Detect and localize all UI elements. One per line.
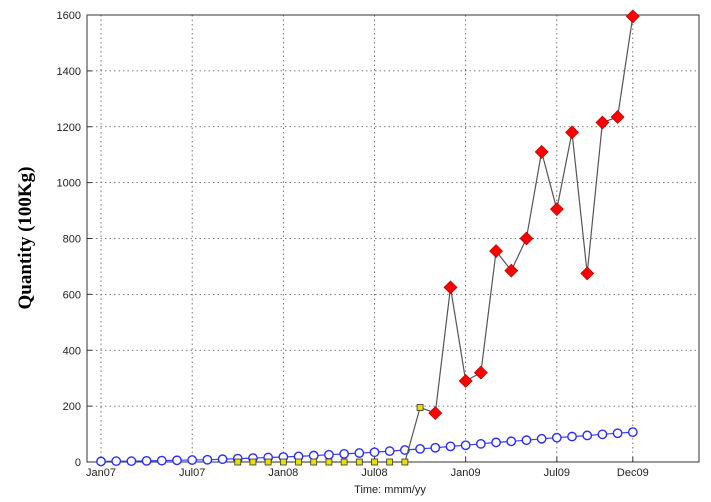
- data-point-circle: [202, 454, 213, 465]
- data-point-circle: [141, 455, 152, 466]
- data-point-circle: [156, 455, 167, 466]
- data-point-circle: [111, 456, 122, 467]
- x-tick-label: Jul07: [179, 467, 205, 479]
- data-point-circle: [126, 456, 137, 467]
- data-point-square: [249, 458, 257, 466]
- x-tick-label: Jul09: [544, 467, 570, 479]
- data-point-circle: [627, 427, 638, 438]
- data-point-circle: [612, 428, 623, 439]
- data-point-diamond: [504, 263, 519, 278]
- y-tick-label: 1400: [57, 66, 81, 78]
- data-point-diamond: [549, 202, 564, 217]
- data-point-circle: [187, 455, 198, 465]
- data-point-circle: [597, 429, 608, 440]
- data-point-diamond: [458, 374, 473, 388]
- data-point-square: [340, 458, 348, 466]
- y-tick-label: 1600: [57, 10, 81, 22]
- data-point-diamond: [473, 365, 488, 380]
- data-point-circle: [339, 448, 350, 459]
- data-point-diamond: [565, 125, 579, 140]
- data-point-circle: [415, 443, 425, 454]
- data-point-square: [325, 458, 333, 466]
- y-tick-label: 0: [75, 457, 81, 469]
- y-tick-label: 800: [63, 234, 81, 246]
- series-0: [96, 427, 638, 467]
- data-point-square: [355, 458, 363, 466]
- data-point-diamond: [489, 244, 503, 258]
- data-point-square: [295, 458, 302, 466]
- x-tick-label: Jan07: [86, 467, 116, 479]
- data-point-square: [234, 458, 242, 466]
- data-point-circle: [567, 431, 577, 442]
- data-point-circle: [460, 440, 471, 451]
- x-tick-label: Dec09: [617, 467, 649, 479]
- series-line: [434, 16, 634, 414]
- y-tick-labels: 0 200 400 600 800 1000 1200 1400 1600: [57, 10, 92, 469]
- data-point-diamond: [595, 115, 610, 130]
- data-point-square: [264, 458, 272, 466]
- data-point-circle: [369, 447, 380, 458]
- data-point-diamond: [428, 406, 443, 421]
- data-point-circle: [399, 445, 410, 455]
- data-point-square: [416, 404, 424, 411]
- data-point-circle: [551, 432, 562, 443]
- data-point-circle: [324, 449, 334, 460]
- series-2: [428, 9, 640, 421]
- data-point-square: [310, 458, 318, 466]
- data-point-diamond: [625, 9, 640, 24]
- data-point-square: [279, 458, 287, 466]
- y-tick-label: 1200: [57, 122, 81, 134]
- x-tick-labels: Jan07 Jul07 Jan08 Jul08 Jan09 Jul09 Dec09: [86, 457, 649, 479]
- x-tick-label: Jan09: [451, 467, 481, 479]
- data-point-square: [371, 458, 378, 466]
- grid: [87, 14, 699, 463]
- data-point-circle: [506, 436, 517, 447]
- data-point-diamond: [534, 144, 549, 159]
- data-point-circle: [536, 433, 547, 444]
- data-point-square: [401, 458, 409, 466]
- y-tick-label: 400: [63, 345, 81, 357]
- data-point-square: [386, 458, 394, 466]
- data-point-circle: [445, 441, 456, 452]
- data-point-circle: [96, 456, 106, 467]
- data-point-diamond: [610, 110, 625, 124]
- data-point-circle: [521, 435, 532, 446]
- x-tick-label: Jul08: [361, 467, 387, 479]
- data-point-diamond: [580, 266, 595, 281]
- x-tick-label: Jan08: [268, 467, 298, 479]
- data-point-circle: [172, 455, 182, 466]
- y-tick-label: 1000: [57, 178, 81, 190]
- data-point-circle: [384, 446, 395, 457]
- data-point-circle: [217, 454, 228, 465]
- series-layer: [96, 9, 640, 467]
- y-tick-label: 600: [63, 289, 81, 301]
- y-axis-label: Quantity (100Kg): [15, 166, 36, 309]
- data-point-circle: [475, 438, 486, 449]
- data-point-circle: [354, 448, 365, 458]
- data-point-circle: [430, 442, 441, 453]
- data-point-diamond: [519, 231, 534, 246]
- x-axis-label: Time: mmm/yy: [354, 484, 426, 496]
- data-point-circle: [491, 437, 501, 448]
- y-tick-label: 200: [63, 401, 81, 413]
- data-point-diamond: [443, 280, 458, 295]
- data-point-circle: [308, 450, 319, 461]
- data-point-circle: [582, 430, 593, 441]
